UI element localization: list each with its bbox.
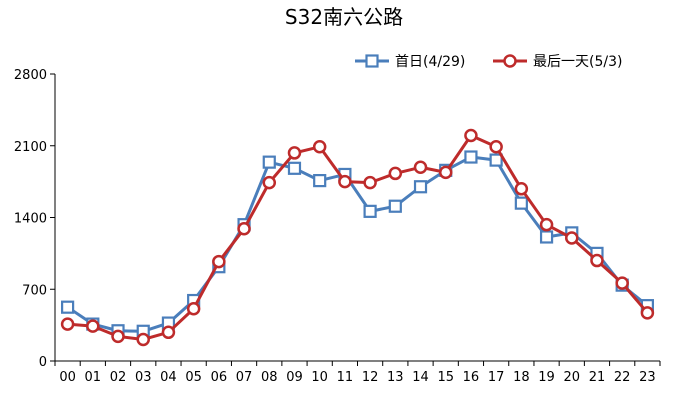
data-point-marker bbox=[61, 300, 75, 314]
data-point-marker bbox=[136, 332, 150, 347]
data-point-marker bbox=[287, 161, 302, 175]
x-tick-label: 10 bbox=[311, 370, 328, 385]
x-tick-label: 04 bbox=[160, 370, 177, 385]
axes: 0 700 1400 2100 2800 00 01 02 03 04 05 06 07 08 09 10 11… bbox=[14, 68, 661, 385]
data-point-marker bbox=[615, 276, 629, 290]
y-tick-label: 0 bbox=[39, 355, 47, 370]
y-tick-label: 700 bbox=[22, 283, 47, 298]
series-2-line bbox=[67, 134, 649, 341]
data-point-marker bbox=[413, 180, 428, 194]
x-tick-label: 13 bbox=[387, 370, 404, 385]
x-tick-label: 19 bbox=[538, 370, 555, 385]
data-point-marker bbox=[514, 196, 528, 210]
data-point-marker bbox=[237, 222, 251, 236]
y-tick-label: 1400 bbox=[14, 212, 47, 227]
x-tick-label: 18 bbox=[513, 370, 530, 385]
y-tick-label: 2800 bbox=[14, 68, 47, 83]
data-point-marker bbox=[262, 175, 277, 190]
legend-marker-circle-icon bbox=[503, 54, 517, 68]
data-point-marker bbox=[514, 182, 529, 196]
data-point-marker bbox=[262, 155, 276, 169]
x-tick-label: 11 bbox=[337, 370, 354, 385]
y-tick-label: 2100 bbox=[14, 140, 47, 155]
data-point-marker bbox=[186, 301, 201, 316]
data-point-marker bbox=[388, 199, 402, 213]
data-point-marker bbox=[464, 150, 478, 164]
data-point-marker bbox=[388, 166, 403, 181]
x-tick-label: 20 bbox=[563, 370, 580, 385]
x-tick-label: 03 bbox=[135, 370, 152, 385]
data-point-marker bbox=[313, 174, 327, 188]
data-point-marker bbox=[86, 319, 100, 333]
x-tick-label: 17 bbox=[488, 370, 505, 385]
x-tick-label: 14 bbox=[412, 370, 429, 385]
data-point-marker bbox=[287, 146, 302, 160]
legend-item-2: 最后一天(5/3) bbox=[493, 54, 622, 70]
x-tick-label: 00 bbox=[59, 370, 76, 385]
x-tick-label: 22 bbox=[614, 370, 631, 385]
data-point-marker bbox=[413, 160, 428, 175]
data-point-marker bbox=[338, 174, 352, 189]
x-tick-label: 15 bbox=[437, 370, 454, 385]
x-tick-label: 16 bbox=[463, 370, 480, 385]
legend-item-1: 首日(4/29) bbox=[355, 54, 465, 70]
series-layer bbox=[60, 128, 655, 347]
x-tick-label: 12 bbox=[362, 370, 379, 385]
data-point-marker bbox=[312, 140, 327, 154]
x-tick-label: 21 bbox=[589, 370, 606, 385]
data-point-marker bbox=[489, 153, 503, 167]
data-point-marker bbox=[60, 317, 75, 331]
x-tick-label: 07 bbox=[236, 370, 253, 385]
data-point-marker bbox=[161, 325, 176, 340]
x-tick-label: 08 bbox=[261, 370, 278, 385]
data-point-marker bbox=[363, 175, 377, 190]
x-tick-label: 09 bbox=[286, 370, 303, 385]
x-tick-label: 05 bbox=[185, 370, 202, 385]
data-point-marker bbox=[640, 306, 655, 320]
legend: 首日(4/29) 最后一天(5/3) bbox=[355, 54, 622, 70]
data-point-marker bbox=[489, 140, 503, 154]
series-1 bbox=[61, 150, 654, 338]
data-point-marker bbox=[539, 217, 554, 232]
x-tick-label: 02 bbox=[110, 370, 127, 385]
x-tick-label: 23 bbox=[639, 370, 656, 385]
data-point-marker bbox=[212, 254, 226, 269]
data-point-marker bbox=[363, 204, 377, 218]
data-point-marker bbox=[539, 230, 554, 244]
data-point-marker bbox=[590, 253, 604, 268]
series-2 bbox=[60, 128, 655, 347]
data-point-marker bbox=[565, 231, 579, 245]
x-tick-label: 06 bbox=[211, 370, 228, 385]
chart-title: S32南六公路 bbox=[285, 5, 403, 29]
data-point-marker bbox=[438, 165, 453, 180]
legend-label: 最后一天(5/3) bbox=[533, 54, 622, 70]
legend-label: 首日(4/29) bbox=[395, 54, 465, 70]
legend-marker-square-icon bbox=[365, 54, 379, 68]
data-point-marker bbox=[111, 329, 125, 344]
x-tick-label: 01 bbox=[85, 370, 102, 385]
data-point-marker bbox=[464, 128, 478, 143]
